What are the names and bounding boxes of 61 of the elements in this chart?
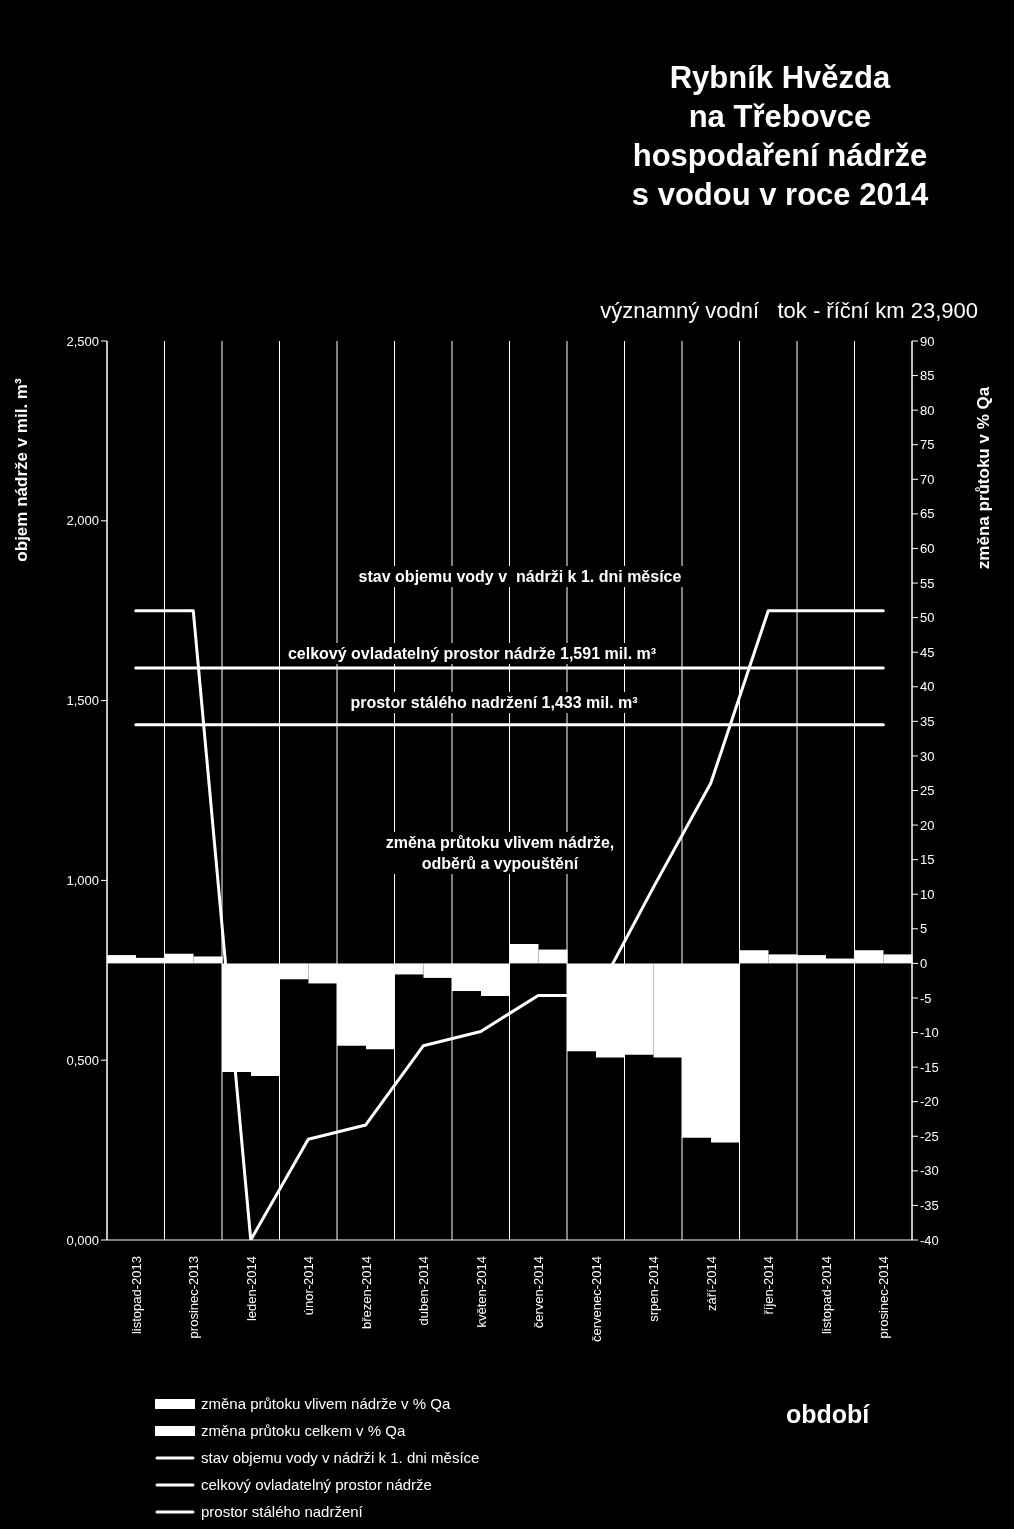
x-tick-label: květen-2014 <box>473 1256 489 1328</box>
annotation: změna průtoku vlivem nádrže, odběrů a vypouštění <box>382 832 618 874</box>
x-tick-label: leden-2014 <box>243 1256 259 1322</box>
chart-subtitle: významný vodní tok - říční km 23,900 <box>600 298 978 324</box>
y2-tick-label: -15 <box>920 1059 939 1075</box>
legend-label: prostor stálého nadržení <box>201 1503 363 1520</box>
y2-tick-label: -10 <box>920 1025 939 1041</box>
annotation: prostor stálého nadržení 1,433 mil. m³ <box>347 692 641 713</box>
y2-tick-label: 5 <box>920 921 928 937</box>
y2-tick-label: 55 <box>920 575 935 591</box>
y2-tick-label: 0 <box>920 956 928 971</box>
y2-axis-title: změna průtoku v % Qa <box>974 386 994 569</box>
legend-label: stav objemu vody v nádrži k 1. dni měsíce <box>201 1449 480 1466</box>
y2-tick-label: -5 <box>920 990 932 1006</box>
y2-tick-label: 70 <box>920 471 935 487</box>
y2-tick-label: 45 <box>920 644 935 660</box>
y2-tick-label: 10 <box>920 886 935 902</box>
y2-tick-label: 50 <box>920 610 935 626</box>
y-axis-title: objem nádrže v mil. m³ <box>12 378 32 562</box>
y-tick-label: 0,000 <box>66 1232 99 1248</box>
x-tick-label: březen-2014 <box>358 1256 374 1329</box>
y2-tick-label: -20 <box>920 1094 939 1110</box>
chart-title: Rybník Hvězda na Třebovce hospodaření nádrže s vodou v roce 2014 <box>630 59 930 214</box>
legend-label: změna průtoku celkem v % Qa <box>201 1422 406 1439</box>
y-tick-label: 2,000 <box>66 513 99 529</box>
y2-tick-label: 20 <box>920 817 935 833</box>
x-tick-label: srpen-2014 <box>646 1256 662 1322</box>
y2-tick-label: 35 <box>920 713 935 729</box>
x-tick-label: červenec-2014 <box>588 1256 604 1342</box>
legend-label: změna průtoku vlivem nádrže v % Qa <box>201 1395 451 1412</box>
y2-tick-label: 15 <box>920 852 935 868</box>
x-tick-label: únor-2014 <box>301 1256 317 1316</box>
x-tick-label: listopad-2014 <box>818 1256 834 1335</box>
x-tick-label: červen-2014 <box>531 1256 547 1329</box>
y2-tick-label: 65 <box>920 506 935 522</box>
y-tick-label: 0,500 <box>66 1052 99 1068</box>
legend-label: celkový ovladatelný prostor nádrže <box>201 1476 432 1493</box>
x-tick-label: listopad-2013 <box>128 1256 144 1335</box>
annotation: stav objemu vody v nádrži k 1. dni měsíce <box>355 566 685 587</box>
y-tick-label: 1,000 <box>66 873 99 889</box>
x-axis-title: období <box>786 1400 870 1429</box>
y2-tick-label: 75 <box>920 437 935 453</box>
x-tick-label: září-2014 <box>703 1256 719 1311</box>
y2-tick-label: 40 <box>920 679 935 695</box>
y2-tick-label: 60 <box>920 541 935 557</box>
y2-tick-label: -30 <box>920 1163 939 1179</box>
y2-tick-label: -25 <box>920 1128 939 1144</box>
x-tick-label: duben-2014 <box>416 1256 432 1326</box>
x-tick-label: prosinec-2013 <box>186 1256 202 1339</box>
y-tick-label: 2,500 <box>66 333 99 349</box>
y2-tick-label: -40 <box>920 1232 939 1248</box>
y-tick-label: 1,500 <box>66 693 99 709</box>
y2-tick-label: 80 <box>920 402 935 418</box>
y2-tick-label: 90 <box>920 333 935 349</box>
y2-tick-label: 30 <box>920 748 935 764</box>
x-tick-label: prosinec-2014 <box>876 1256 892 1339</box>
x-tick-label: říjen-2014 <box>761 1256 777 1315</box>
y2-tick-label: -35 <box>920 1198 939 1214</box>
y2-tick-label: 85 <box>920 368 935 384</box>
annotation: celkový ovladatelný prostor nádrže 1,591 mil. m³ <box>284 643 660 664</box>
y2-tick-label: 25 <box>920 783 935 799</box>
